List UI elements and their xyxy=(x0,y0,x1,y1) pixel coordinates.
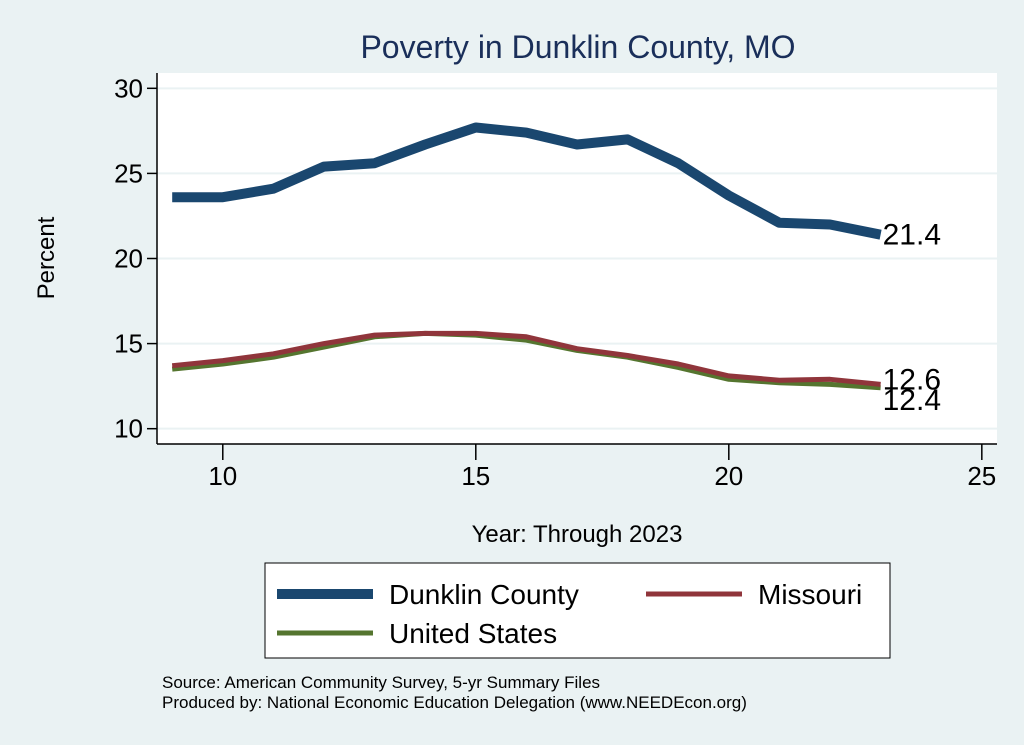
x-tick-label-25: 25 xyxy=(967,461,996,491)
series-lines xyxy=(171,122,882,391)
producer-note: Produced by: National Economic Education… xyxy=(162,693,747,712)
source-note: Source: American Community Survey, 5-yr … xyxy=(162,673,600,692)
y-tick-label-25: 25 xyxy=(114,158,143,188)
series-line-dunklin-county xyxy=(172,122,882,240)
end-label-united-states: 12.4 xyxy=(883,384,941,417)
y-tick-label-30: 30 xyxy=(114,73,143,103)
y-tick-label-15: 15 xyxy=(114,329,143,359)
end-labels: 21.4 12.612.4 xyxy=(883,219,941,417)
y-tick-label-20: 20 xyxy=(114,244,143,274)
series-line-united-states xyxy=(171,330,881,391)
x-tick-label-10: 10 xyxy=(208,461,237,491)
legend-label-us: United States xyxy=(389,618,557,649)
x-tick-label-15: 15 xyxy=(461,461,490,491)
end-label-dunklin-county: 21.4 xyxy=(883,219,941,252)
chart-title: Poverty in Dunklin County, MO xyxy=(360,29,795,65)
x-tick-label-20: 20 xyxy=(714,461,743,491)
legend: Dunklin County Missouri United States xyxy=(264,562,891,659)
legend-label-dunklin: Dunklin County xyxy=(389,579,579,610)
legend-label-missouri: Missouri xyxy=(758,579,862,610)
legend-box xyxy=(264,562,891,659)
y-axis-title: Percent xyxy=(33,216,60,299)
axes: 10 15 20 25 30 10 15 20 25 xyxy=(114,73,997,491)
end-label-missouri: 12.6 xyxy=(883,363,941,396)
y-tick-label-10: 10 xyxy=(114,414,143,444)
x-axis-title: Year: Through 2023 xyxy=(472,521,683,548)
series-line-missouri xyxy=(171,330,881,387)
